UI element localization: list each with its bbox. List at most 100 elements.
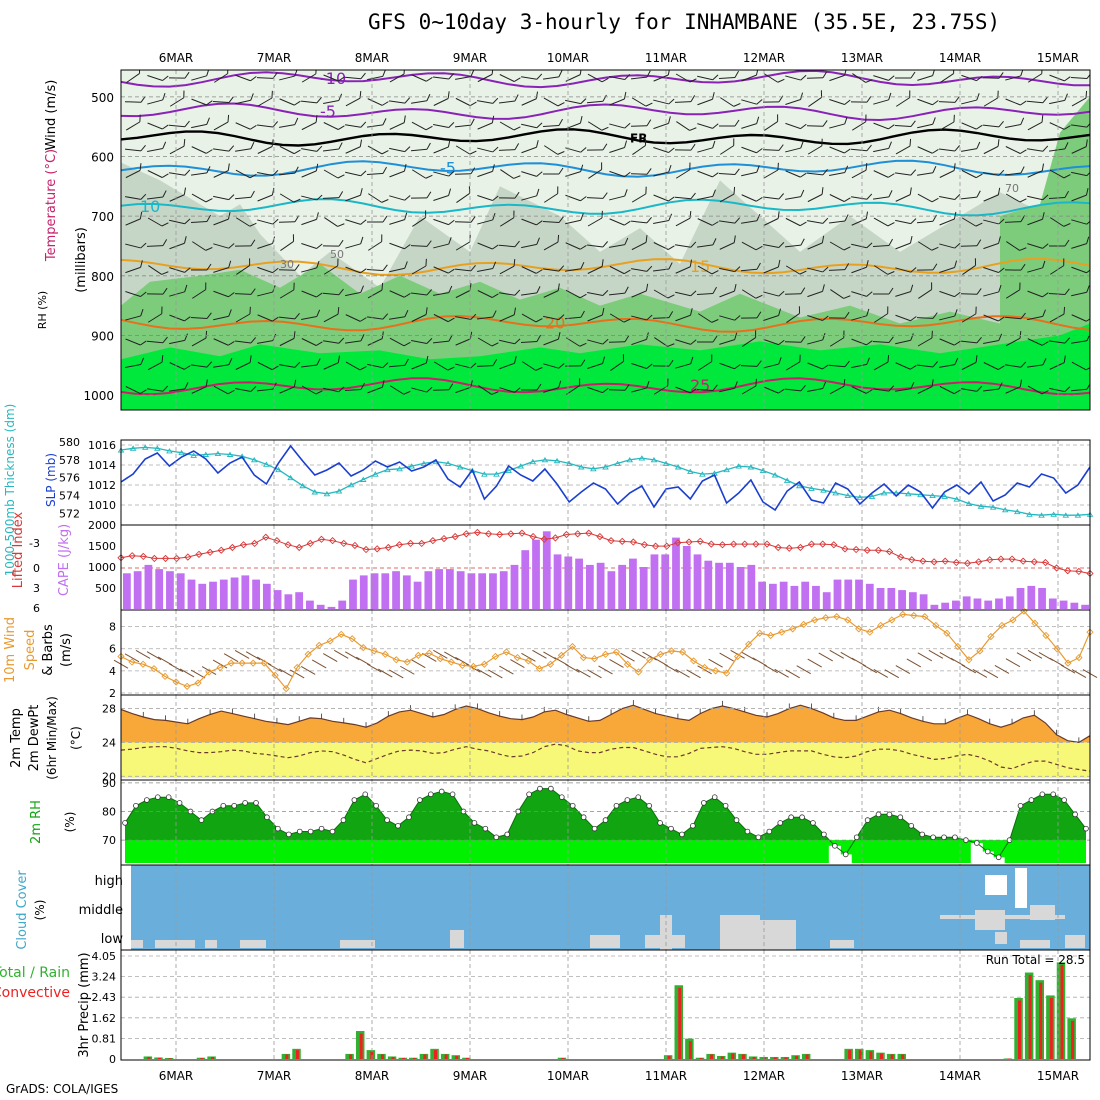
wind-barb-flag <box>689 259 693 267</box>
cloud-block <box>760 920 796 950</box>
wind-barb-shaft <box>785 361 801 371</box>
wind-barb <box>763 386 785 394</box>
cape-bar <box>1048 598 1057 609</box>
wind-barb-shaft <box>916 364 934 368</box>
wind-barb-flag <box>800 123 807 130</box>
wind-barb-shaft <box>696 292 714 296</box>
wind-speed-point <box>711 667 720 675</box>
wind-barb-flag <box>976 75 983 82</box>
wind-barb-shaft <box>345 124 361 128</box>
lifted-index-point <box>585 529 593 537</box>
lifted-index-point <box>651 542 660 550</box>
wind-speed-point <box>139 660 147 668</box>
wind-barb <box>895 138 912 155</box>
wind-barb-flag <box>271 139 274 147</box>
cloud-block <box>720 915 760 950</box>
wind-barb-shaft <box>280 241 294 251</box>
wind-barb <box>807 362 829 370</box>
wind-barb-shaft <box>1071 124 1087 128</box>
wind-barb-flag <box>557 234 560 243</box>
wind-barb-shaft <box>784 388 802 392</box>
wind-barb-shaft <box>718 76 736 80</box>
axis-label-slp: SLP (mb) <box>44 453 58 507</box>
wind-barb-flag <box>755 245 763 251</box>
wind-barb-flag <box>161 222 169 227</box>
wind-barb-shaft <box>389 267 405 273</box>
thickness-point <box>420 460 428 466</box>
wind-barb-shaft <box>477 290 493 298</box>
wind-barb <box>433 170 455 177</box>
wind-barb-flag <box>557 331 561 340</box>
lifted-index-point <box>306 539 314 548</box>
wind-barb-shaft <box>983 314 999 322</box>
wind-barb-shaft <box>895 314 911 322</box>
wind-barb-flag <box>645 283 649 291</box>
thickness-point <box>880 490 888 496</box>
wind-barb-shaft <box>895 242 911 250</box>
cape-bar <box>1016 588 1025 609</box>
wind-barb-shaft <box>873 361 889 371</box>
wind-barb-shaft <box>543 363 559 369</box>
rh2m-point <box>777 820 784 826</box>
precip-conv-bar <box>699 1057 703 1059</box>
wind-barb <box>873 354 890 371</box>
wind-barb <box>960 190 981 200</box>
wind-barb <box>873 385 895 392</box>
wind-barb <box>279 117 299 128</box>
wind-barb-flag <box>382 264 388 271</box>
precip-conv-bar <box>688 1041 692 1059</box>
wind-barb-flag <box>800 92 804 100</box>
wind-barb-flag <box>580 196 587 202</box>
wind-barb-flag <box>998 267 1005 273</box>
wind-barb <box>169 333 188 345</box>
wind-barb <box>917 146 939 154</box>
wind-barb-flag <box>403 115 406 123</box>
rh2m-point <box>1050 791 1057 798</box>
cape-bar <box>262 583 271 609</box>
wind-speed-point <box>205 668 213 676</box>
wind-barb-flag <box>580 261 585 269</box>
wind-barb <box>543 331 561 346</box>
wind-barb-flag <box>910 333 914 341</box>
wind-speed-point <box>1075 653 1083 662</box>
wind-barb-flag <box>382 313 389 320</box>
cloud-block <box>1020 940 1050 948</box>
wind-barb-shaft <box>784 293 802 295</box>
axis-label-thickness: 1000-500mb Thickness (dm) <box>3 404 17 577</box>
wind-barb-flag <box>645 102 653 107</box>
wind-barb-shaft <box>389 290 405 298</box>
wind-barb <box>301 115 318 131</box>
thickness-point <box>178 449 185 456</box>
wind-barb-shaft <box>367 316 383 320</box>
wind-barb-shaft <box>256 124 274 128</box>
wind-barb-shaft <box>521 313 537 323</box>
wind-barb-flag <box>404 212 408 220</box>
wind-barb-shaft <box>851 291 867 297</box>
thickness-point <box>190 452 197 458</box>
wind-barb <box>653 98 675 105</box>
wind-barb-shaft <box>675 291 691 297</box>
wind-barb <box>191 166 211 176</box>
thickness-point <box>299 482 306 489</box>
wind-barb-10m <box>179 668 195 678</box>
wind-barb-flag <box>514 289 521 296</box>
wind-barb-shaft <box>301 73 317 83</box>
cape-bar <box>887 588 896 609</box>
lifted-index-point <box>596 532 604 541</box>
wind-barb-shaft <box>939 338 955 346</box>
wind-barb <box>697 170 719 178</box>
rh2m-point <box>438 788 445 795</box>
wind-barb <box>586 241 609 248</box>
wind-barb-flag <box>712 74 719 81</box>
wind-barb-flag <box>690 192 696 200</box>
wind-barb-flag <box>470 167 476 174</box>
wind-barb-flag <box>293 331 296 339</box>
wind-barb-shaft <box>1049 362 1065 370</box>
wind-barb-flag <box>712 335 718 343</box>
thickness-point <box>820 487 827 493</box>
wind-barb-shaft <box>521 98 537 106</box>
cloud-block <box>940 915 1065 919</box>
wind-barb-shaft <box>697 75 713 81</box>
wind-speed-point <box>282 684 290 693</box>
